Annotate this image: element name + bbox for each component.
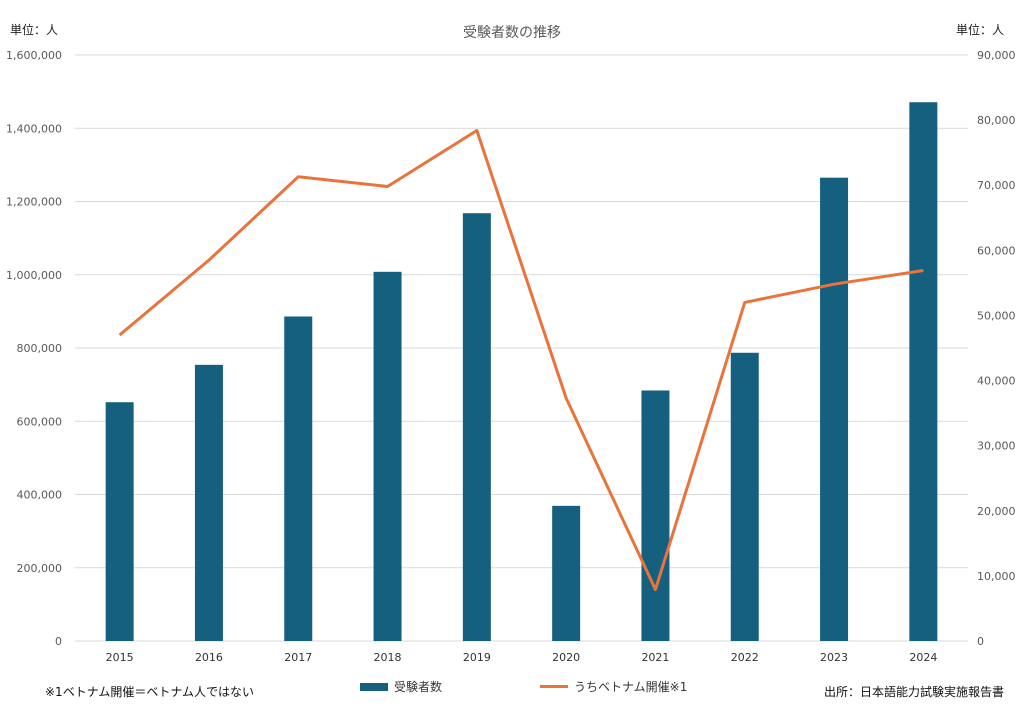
bar xyxy=(462,213,491,641)
bar xyxy=(284,316,313,641)
y-right-tick-label: 70,000 xyxy=(977,179,1016,192)
y-right-tick-label: 30,000 xyxy=(977,440,1016,453)
y-right-tick-label: 0 xyxy=(977,635,984,648)
y-right-tick-label: 10,000 xyxy=(977,570,1016,583)
bar xyxy=(909,102,938,642)
left-axis-unit: 単位：人 xyxy=(10,23,59,37)
y-right-tick-label: 90,000 xyxy=(977,49,1016,62)
source-note: 出所：日本語能力試験実施報告書 xyxy=(824,685,1005,699)
legend-line-swatch xyxy=(540,685,568,688)
y-left-tick-label: 1,600,000 xyxy=(6,49,62,62)
x-tick-label: 2023 xyxy=(820,651,848,664)
bar xyxy=(820,177,849,641)
line-series xyxy=(118,129,924,592)
y-left-tick-label: 200,000 xyxy=(17,562,63,575)
right-axis-unit: 単位：人 xyxy=(956,23,1005,37)
x-tick-label: 2018 xyxy=(374,651,402,664)
y-left-tick-label: 1,000,000 xyxy=(6,269,62,282)
legend-item-line: うちベトナム開催※1 xyxy=(540,678,687,695)
y-left-tick-label: 600,000 xyxy=(17,415,63,428)
bar xyxy=(373,271,402,641)
bar xyxy=(641,390,670,641)
chart-title: 受験者数の推移 xyxy=(463,25,561,41)
bar xyxy=(730,352,759,641)
y-right-tick-label: 40,000 xyxy=(977,375,1016,388)
bar xyxy=(105,402,134,641)
y-right-tick-label: 20,000 xyxy=(977,505,1016,518)
x-tick-label: 2020 xyxy=(552,651,580,664)
x-tick-label: 2024 xyxy=(909,651,937,664)
x-tick-label: 2015 xyxy=(106,651,134,664)
x-tick-label: 2022 xyxy=(731,651,759,664)
y-left-tick-label: 400,000 xyxy=(17,489,63,502)
y-left-tick-label: 800,000 xyxy=(17,342,63,355)
bar xyxy=(552,505,581,641)
legend-line-label: うちベトナム開催※1 xyxy=(574,680,688,694)
legend-item-bar: 受験者数 xyxy=(360,678,442,695)
legend-bar-swatch xyxy=(360,682,388,691)
x-tick-label: 2019 xyxy=(463,651,491,664)
y-right-tick-label: 80,000 xyxy=(977,114,1016,127)
y-left-tick-label: 1,200,000 xyxy=(6,196,62,209)
y-right-tick-label: 50,000 xyxy=(977,309,1016,322)
y-left-tick-label: 1,400,000 xyxy=(6,122,62,135)
legend-bar-label: 受験者数 xyxy=(394,680,443,694)
bar xyxy=(194,364,223,641)
x-tick-label: 2017 xyxy=(284,651,312,664)
x-tick-label: 2021 xyxy=(641,651,669,664)
footnote: ※1ベトナム開催＝ベトナム人ではない xyxy=(45,685,254,699)
y-left-tick-label: 0 xyxy=(55,635,62,648)
x-tick-label: 2016 xyxy=(195,651,223,664)
y-right-tick-label: 60,000 xyxy=(977,244,1016,257)
